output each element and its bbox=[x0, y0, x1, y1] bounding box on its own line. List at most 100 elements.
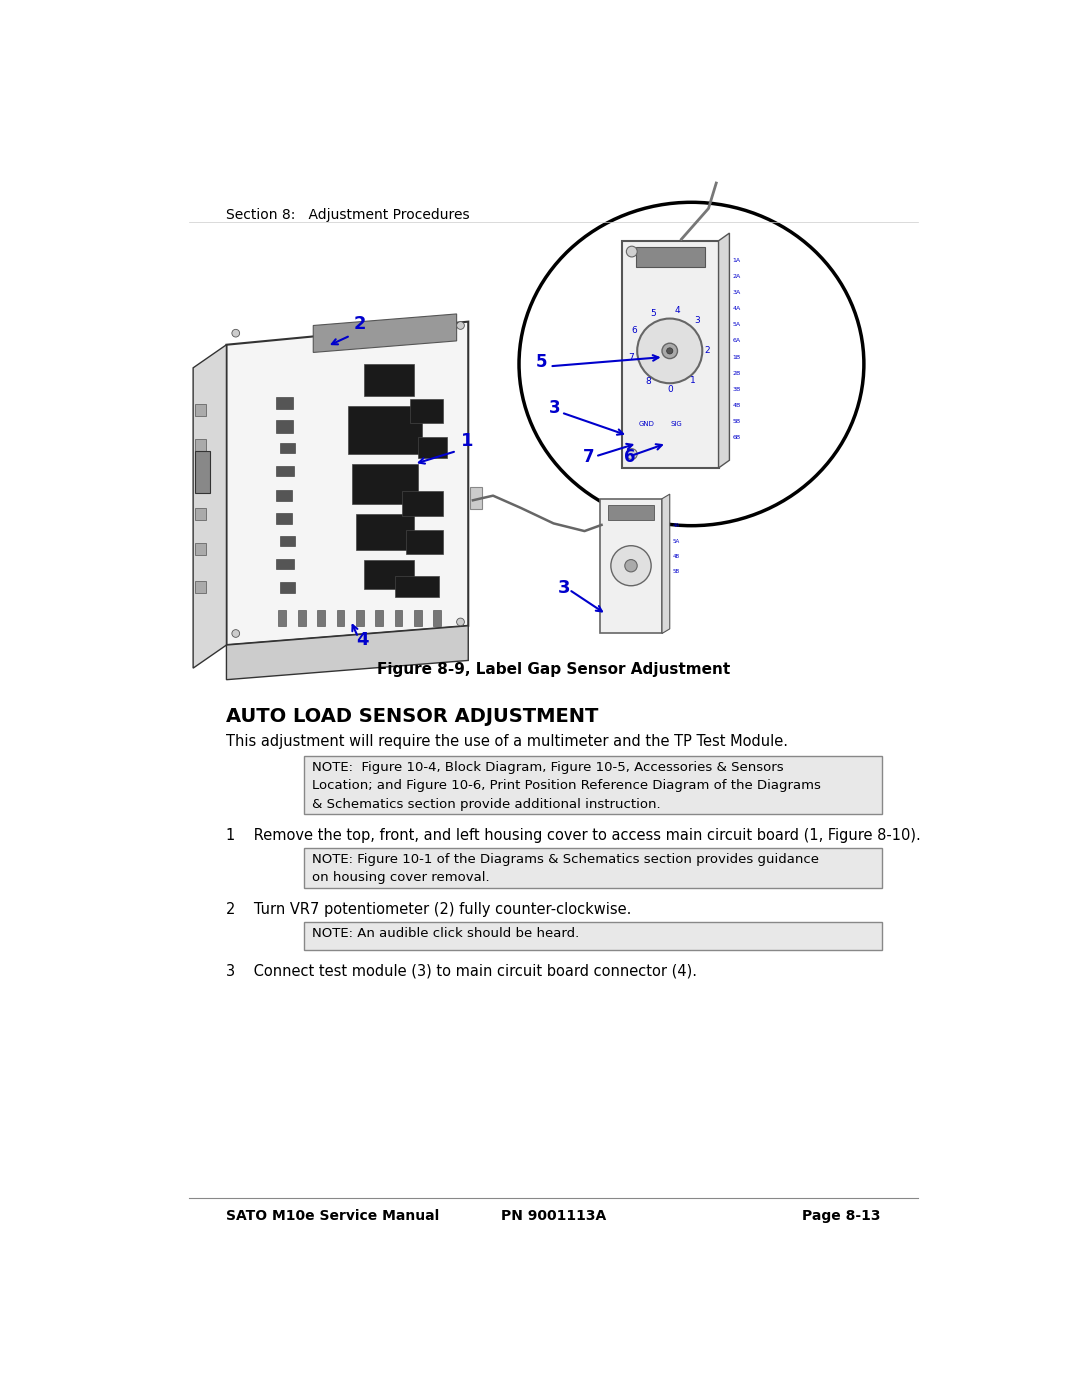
Bar bbox=[406, 529, 443, 555]
Bar bbox=[636, 247, 704, 267]
Text: 3: 3 bbox=[694, 316, 701, 324]
Bar bbox=[194, 542, 206, 555]
Circle shape bbox=[232, 630, 240, 637]
Text: 1A: 1A bbox=[732, 257, 741, 263]
Bar bbox=[394, 610, 403, 626]
Text: 4A: 4A bbox=[673, 524, 680, 528]
Circle shape bbox=[666, 348, 673, 353]
Circle shape bbox=[457, 321, 464, 330]
Bar bbox=[276, 489, 293, 502]
Bar bbox=[276, 397, 293, 409]
Text: 2: 2 bbox=[704, 346, 710, 355]
Bar bbox=[403, 490, 443, 515]
Polygon shape bbox=[662, 495, 670, 633]
Bar bbox=[280, 535, 295, 546]
Text: 4: 4 bbox=[356, 631, 369, 650]
Bar bbox=[622, 240, 718, 468]
Bar bbox=[303, 848, 882, 888]
Polygon shape bbox=[227, 626, 469, 680]
Circle shape bbox=[625, 560, 637, 571]
Text: 4: 4 bbox=[675, 306, 680, 316]
Text: 8: 8 bbox=[645, 377, 651, 386]
Bar bbox=[470, 488, 482, 509]
Circle shape bbox=[626, 246, 637, 257]
Bar bbox=[276, 513, 293, 524]
Bar bbox=[276, 420, 293, 433]
Text: AUTO LOAD SENSOR ADJUSTMENT: AUTO LOAD SENSOR ADJUSTMENT bbox=[227, 707, 598, 725]
Bar bbox=[352, 464, 418, 504]
Bar bbox=[608, 504, 654, 520]
Text: 5B: 5B bbox=[673, 570, 680, 574]
Text: NOTE: An audible click should be heard.: NOTE: An audible click should be heard. bbox=[312, 926, 579, 940]
Text: 2    Turn VR7 potentiometer (2) fully counter-clockwise.: 2 Turn VR7 potentiometer (2) fully count… bbox=[227, 902, 632, 918]
Circle shape bbox=[457, 617, 464, 626]
Text: 4B: 4B bbox=[732, 404, 741, 408]
Bar bbox=[318, 610, 325, 626]
Text: 5A: 5A bbox=[732, 323, 741, 327]
Bar bbox=[280, 583, 295, 594]
Text: 4B: 4B bbox=[673, 555, 680, 559]
Polygon shape bbox=[313, 314, 457, 352]
Text: 2A: 2A bbox=[732, 274, 741, 279]
Text: 5: 5 bbox=[536, 352, 548, 370]
Circle shape bbox=[232, 330, 240, 337]
Bar bbox=[276, 467, 294, 476]
Text: Section 8:   Adjustment Procedures: Section 8: Adjustment Procedures bbox=[227, 208, 470, 222]
Text: PN 9001113A: PN 9001113A bbox=[501, 1210, 606, 1224]
Text: NOTE:  Figure 10-4, Block Diagram, Figure 10-5, Accessories & Sensors
Location; : NOTE: Figure 10-4, Block Diagram, Figure… bbox=[312, 760, 821, 810]
Bar bbox=[194, 439, 206, 451]
Circle shape bbox=[626, 448, 637, 460]
Bar bbox=[600, 499, 662, 633]
Text: 3: 3 bbox=[550, 400, 561, 416]
Polygon shape bbox=[718, 233, 729, 468]
Bar bbox=[414, 610, 422, 626]
Text: NOTE: Figure 10-1 of the Diagrams & Schematics section provides guidance
on hous: NOTE: Figure 10-1 of the Diagrams & Sche… bbox=[312, 854, 819, 884]
Bar bbox=[433, 610, 441, 626]
Text: 5: 5 bbox=[650, 310, 656, 319]
Bar bbox=[194, 451, 211, 493]
Text: 0: 0 bbox=[666, 386, 673, 394]
Text: GND: GND bbox=[638, 422, 654, 427]
Text: SATO M10e Service Manual: SATO M10e Service Manual bbox=[227, 1210, 440, 1224]
Bar bbox=[348, 407, 422, 454]
Text: 6: 6 bbox=[631, 327, 637, 335]
Text: Figure 8-9, Label Gap Sensor Adjustment: Figure 8-9, Label Gap Sensor Adjustment bbox=[377, 662, 730, 678]
Text: 3: 3 bbox=[557, 580, 570, 598]
Text: 5B: 5B bbox=[732, 419, 741, 425]
Text: This adjustment will require the use of a multimeter and the TP Test Module.: This adjustment will require the use of … bbox=[227, 735, 788, 749]
Text: Page 8-13: Page 8-13 bbox=[802, 1210, 880, 1224]
Bar bbox=[194, 509, 206, 520]
Text: 6: 6 bbox=[624, 448, 635, 465]
Bar bbox=[194, 581, 206, 594]
Text: 4A: 4A bbox=[732, 306, 741, 312]
Text: 3A: 3A bbox=[732, 291, 741, 295]
Bar bbox=[298, 610, 306, 626]
Text: 3    Connect test module (3) to main circuit board connector (4).: 3 Connect test module (3) to main circui… bbox=[227, 964, 698, 979]
Bar bbox=[364, 365, 414, 397]
Text: 7: 7 bbox=[629, 352, 634, 362]
Text: 1    Remove the top, front, and left housing cover to access main circuit board : 1 Remove the top, front, and left housin… bbox=[227, 828, 921, 844]
Polygon shape bbox=[193, 345, 227, 668]
Bar bbox=[356, 514, 414, 550]
Text: 2B: 2B bbox=[732, 370, 741, 376]
Text: 1: 1 bbox=[460, 433, 473, 450]
Polygon shape bbox=[227, 321, 469, 645]
Text: 5A: 5A bbox=[673, 539, 680, 543]
Text: 7: 7 bbox=[583, 448, 595, 465]
Bar bbox=[375, 610, 383, 626]
Bar bbox=[337, 610, 345, 626]
Text: 3B: 3B bbox=[732, 387, 741, 393]
Text: 1B: 1B bbox=[732, 355, 741, 359]
Bar bbox=[194, 404, 206, 416]
Circle shape bbox=[662, 344, 677, 359]
Bar bbox=[303, 756, 882, 814]
Bar bbox=[364, 560, 414, 588]
Text: 6B: 6B bbox=[732, 436, 741, 440]
Bar bbox=[410, 398, 443, 423]
Text: SIG: SIG bbox=[670, 422, 681, 427]
Bar bbox=[356, 610, 364, 626]
Bar bbox=[394, 576, 438, 597]
Text: 6A: 6A bbox=[732, 338, 741, 344]
Bar bbox=[280, 443, 295, 453]
Bar bbox=[303, 922, 882, 950]
